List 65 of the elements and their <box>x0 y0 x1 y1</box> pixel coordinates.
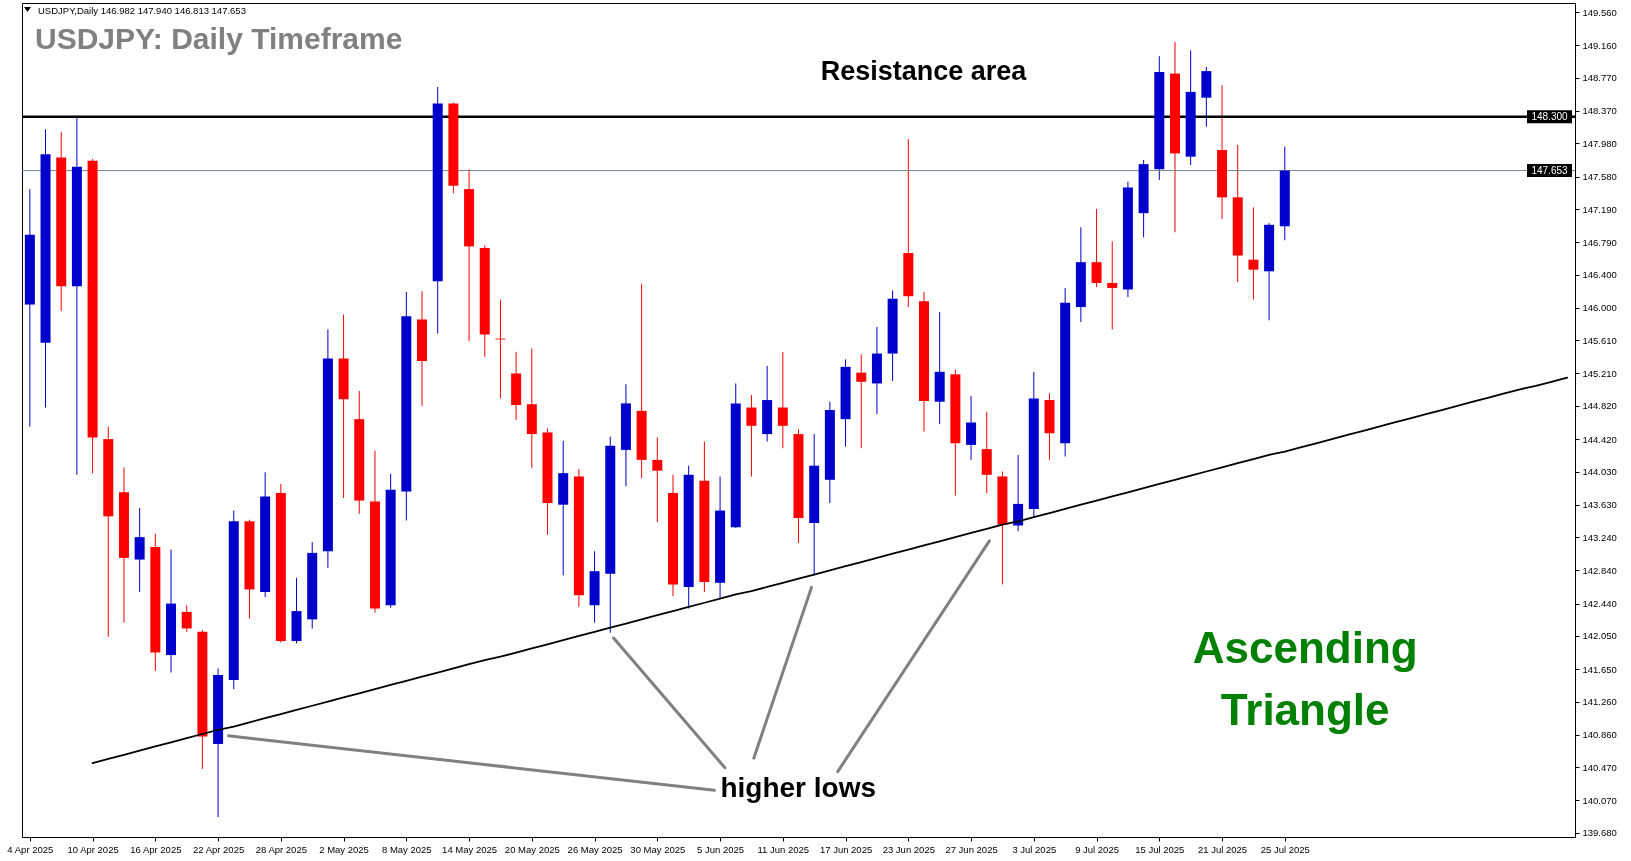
candlestick <box>181 604 192 633</box>
annotation: Resistance area <box>820 56 1028 87</box>
x-tick-label: 15 Jul 2025 <box>1135 843 1185 855</box>
y-tick-label: 146.790 <box>1582 236 1617 248</box>
candlestick <box>1091 208 1102 288</box>
x-tick-label: 9 Jul 2025 <box>1075 843 1119 855</box>
y-tick-label: 144.030 <box>1582 466 1617 477</box>
x-tick-label: 4 Apr 2025 <box>7 843 54 855</box>
y-tick-label: 140.470 <box>1582 761 1617 773</box>
x-tick-label: 16 Apr 2025 <box>130 843 182 855</box>
y-tick-label: 140.860 <box>1582 729 1617 741</box>
candlestick <box>652 436 663 523</box>
x-tick-label: 26 May 2025 <box>567 843 623 855</box>
y-tick-label: 143.630 <box>1582 499 1617 511</box>
x-tick-label: 28 Apr 2025 <box>255 843 307 855</box>
y-tick-label: 147.980 <box>1582 137 1617 149</box>
candlestick <box>777 351 788 449</box>
y-tick-label: 142.840 <box>1582 564 1617 576</box>
candlestick <box>966 395 977 461</box>
y-tick-label: 144.820 <box>1582 400 1617 412</box>
x-tick-label: 22 Apr 2025 <box>192 843 245 855</box>
annotation: higher lows <box>720 772 876 804</box>
annotation: Ascending Triangle <box>1192 622 1418 734</box>
y-tick-label: 149.160 <box>1582 39 1617 51</box>
x-tick-label: 30 May 2025 <box>630 843 686 855</box>
y-tick-label: 141.260 <box>1582 696 1617 708</box>
y-tick-label: 149.560 <box>1582 6 1617 18</box>
y-tick-label: 141.650 <box>1582 663 1617 675</box>
x-tick-label: 27 Jun 2025 <box>945 843 998 855</box>
candlestick <box>134 507 145 593</box>
candlestick <box>746 394 757 477</box>
line-series <box>91 376 1569 764</box>
y-tick-label: 145.610 <box>1582 334 1617 346</box>
y-tick-label: 148.370 <box>1582 105 1617 117</box>
candlestick <box>1107 240 1118 330</box>
annotation: USDJPY,Daily 146.982 147.940 146.813 147.653 <box>38 4 246 16</box>
y-tick-label: 142.440 <box>1582 598 1617 610</box>
x-tick-label: 23 Jun 2025 <box>882 843 935 855</box>
y-tick-label: 145.210 <box>1582 367 1617 379</box>
ref-line-label: 148.300 <box>1531 110 1569 122</box>
candlestick <box>1248 206 1259 301</box>
x-tick-label: 14 May 2025 <box>442 843 498 855</box>
y-tick-label: 146.400 <box>1582 269 1617 281</box>
y-tick-label: 144.420 <box>1582 433 1617 445</box>
x-tick-label: 8 May 2025 <box>382 843 432 855</box>
x-tick-label: 25 Jul 2025 <box>1260 843 1310 855</box>
y-tick-label: 140.070 <box>1582 794 1617 806</box>
y-tick-label: 148.770 <box>1582 72 1617 84</box>
x-tick-label: 2 May 2025 <box>319 843 369 855</box>
x-tick-label: 10 Apr 2025 <box>67 843 119 855</box>
y-tick-label: 147.580 <box>1582 171 1617 183</box>
y-tick-label: 142.050 <box>1582 630 1617 642</box>
x-tick-label: 11 Jun 2025 <box>757 843 810 855</box>
text: USDJPY: Daily Timeframe <box>35 22 403 55</box>
x-tick-label: 5 Jun 2025 <box>697 843 745 855</box>
x-tick-label: 17 Jun 2025 <box>819 843 873 855</box>
x-tick-label: 21 Jul 2025 <box>1197 843 1248 855</box>
y-tick-label: 147.190 <box>1582 203 1617 215</box>
y-tick-label: 139.680 <box>1582 827 1617 839</box>
x-tick-label: 20 May 2025 <box>504 843 560 855</box>
y-tick-label: 143.240 <box>1582 531 1617 543</box>
ref-line-label: 147.653 <box>1531 164 1569 176</box>
x-tick-label: 3 Jul 2025 <box>1012 843 1057 855</box>
candlestick <box>856 353 867 449</box>
y-tick-label: 146.000 <box>1582 302 1617 314</box>
